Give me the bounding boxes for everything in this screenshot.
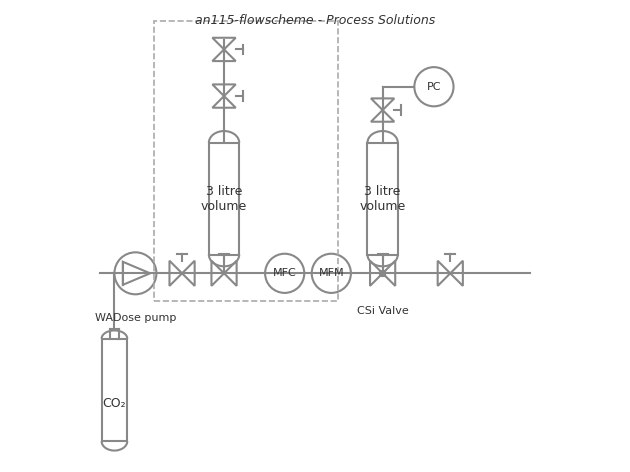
Bar	[101, 338, 127, 441]
Text: 3 litre
volume: 3 litre volume	[201, 185, 247, 213]
Bar	[154, 21, 338, 301]
Text: PC: PC	[427, 82, 441, 92]
Bar	[367, 143, 398, 255]
Text: CO₂: CO₂	[103, 397, 126, 411]
Text: CSi Valve: CSi Valve	[357, 306, 408, 316]
Text: MFC: MFC	[273, 268, 297, 278]
Text: WADose pump: WADose pump	[94, 313, 176, 323]
Text: MFM: MFM	[319, 268, 344, 278]
Text: 3 litre
volume: 3 litre volume	[360, 185, 406, 213]
Bar	[209, 143, 239, 255]
Text: an115-flowscheme - Process Solutions: an115-flowscheme - Process Solutions	[195, 14, 435, 27]
Bar	[380, 270, 386, 276]
